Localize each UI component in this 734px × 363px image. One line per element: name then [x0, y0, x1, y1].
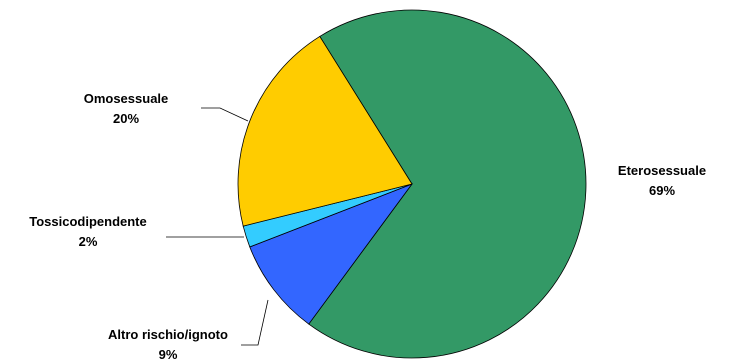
pie-slice-omosessuale	[237, 35, 413, 227]
slice-label: Tossicodipendente	[29, 214, 147, 229]
slice-label: Altro rischio/ignoto	[108, 327, 228, 342]
pie-slice-eterosessuale	[308, 9, 587, 359]
slice-label: Omosessuale	[84, 91, 169, 106]
slice-percent-label: 69%	[649, 183, 675, 198]
slice-percent-label: 2%	[79, 234, 98, 249]
pie-slice-altro-rischio-ignoto	[249, 183, 414, 325]
slice-percent-label: 20%	[113, 111, 139, 126]
leader-line-1	[241, 299, 269, 346]
leader-line-3	[201, 107, 249, 122]
slice-percent-label: 9%	[159, 347, 178, 362]
slice-label: Eterosessuale	[618, 163, 706, 178]
